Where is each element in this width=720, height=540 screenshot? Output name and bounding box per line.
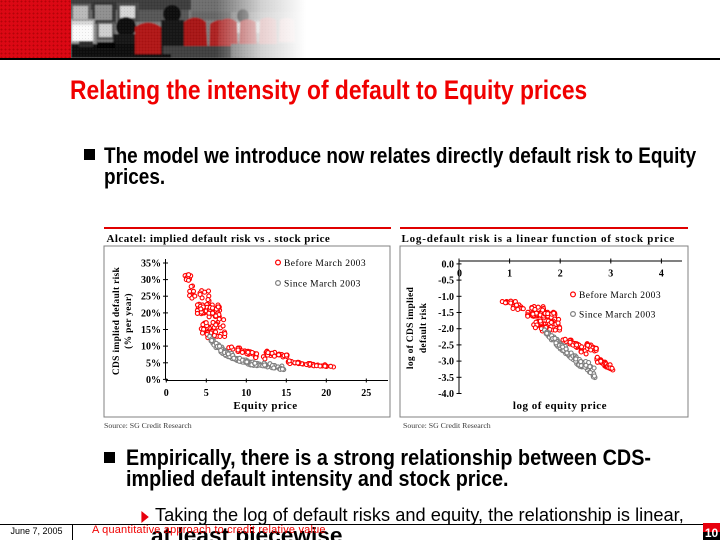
svg-text:Since March 2003: Since March 2003 [284, 280, 361, 290]
svg-text:5%: 5% [146, 358, 161, 369]
svg-text:30%: 30% [141, 275, 161, 286]
svg-text:-2.5: -2.5 [438, 340, 454, 351]
svg-text:10: 10 [241, 388, 251, 399]
svg-text:Source: SG Credit Research: Source: SG Credit Research [104, 421, 192, 430]
svg-text:default risk: default risk [419, 302, 429, 353]
svg-text:-4.0: -4.0 [438, 389, 454, 400]
svg-text:15: 15 [281, 388, 291, 399]
svg-text:5: 5 [204, 388, 209, 399]
svg-text:-1.5: -1.5 [438, 308, 454, 319]
svg-text:0: 0 [457, 269, 462, 280]
svg-text:CDS implied default risk: CDS implied default risk [112, 266, 122, 375]
svg-text:1: 1 [507, 269, 512, 280]
svg-text:Source: SG Credit Research: Source: SG Credit Research [403, 421, 491, 430]
svg-text:-2.0: -2.0 [438, 324, 454, 335]
svg-text:log of equity price: log of equity price [513, 400, 607, 412]
svg-text:Before March 2003: Before March 2003 [284, 258, 366, 269]
svg-text:15%: 15% [141, 325, 161, 336]
svg-text:-0.5: -0.5 [438, 276, 454, 287]
svg-text:0.0: 0.0 [442, 259, 455, 270]
svg-text:-3.0: -3.0 [438, 357, 454, 368]
svg-text:-1.0: -1.0 [438, 292, 454, 303]
svg-text:(% per year): (% per year) [123, 293, 134, 349]
svg-text:log of CDS implied: log of CDS implied [406, 286, 416, 369]
svg-text:25: 25 [361, 388, 371, 399]
svg-text:0%: 0% [146, 375, 161, 386]
svg-text:Log-default risk is a linear f: Log-default risk is a linear function of… [402, 233, 676, 245]
svg-text:-3.5: -3.5 [438, 373, 454, 384]
svg-text:2: 2 [558, 269, 563, 280]
svg-text:35%: 35% [141, 259, 161, 270]
svg-text:Equity price: Equity price [233, 400, 297, 412]
svg-text:10%: 10% [141, 342, 161, 353]
svg-text:25%: 25% [141, 292, 161, 303]
svg-text:Alcatel: implied default risk: Alcatel: implied default risk vs . stock… [107, 233, 331, 245]
svg-text:3: 3 [608, 269, 613, 280]
svg-text:0: 0 [164, 388, 169, 399]
svg-text:20%: 20% [141, 308, 161, 319]
svg-text:20: 20 [321, 388, 331, 399]
svg-text:Since March 2003: Since March 2003 [579, 311, 656, 321]
svg-text:4: 4 [659, 269, 664, 280]
svg-text:Before March 2003: Before March 2003 [579, 290, 661, 301]
